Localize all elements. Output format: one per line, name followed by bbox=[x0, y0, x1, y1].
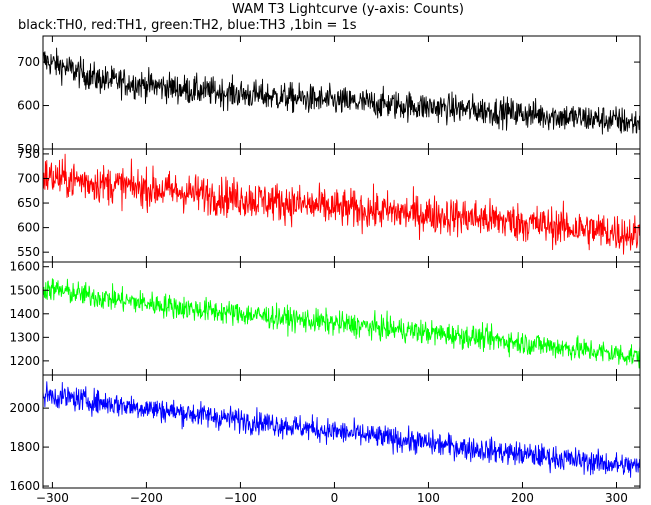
y-tick-label: 500 bbox=[17, 142, 40, 156]
y-tick-label: 1500 bbox=[9, 283, 40, 297]
panel-th2: 1200 1300 1400 1500 1600 bbox=[9, 260, 641, 376]
x-tick-label: 200 bbox=[511, 491, 534, 505]
x-tick-label: 300 bbox=[605, 491, 628, 505]
series-th3-line bbox=[43, 381, 640, 478]
y-tick-label: 2000 bbox=[9, 401, 40, 415]
series-th2-line bbox=[43, 278, 640, 369]
y-tick-label: 700 bbox=[17, 55, 40, 69]
x-tick-label: 100 bbox=[417, 491, 440, 505]
panel-frame bbox=[42, 374, 641, 489]
series-th1-line bbox=[43, 153, 640, 255]
panels-group: 500 600 700 550 600 650 700 750 1200 1300 1400 1500… bbox=[9, 35, 641, 493]
chart-title: WAM T3 Lightcurve (y-axis: Counts) bbox=[232, 2, 464, 17]
y-tick-label: 600 bbox=[17, 221, 40, 235]
panel-th3: 1600 1800 2000 bbox=[9, 374, 641, 493]
y-tick-label: 1600 bbox=[9, 479, 40, 493]
y-tick-label: 1200 bbox=[9, 354, 40, 368]
panel-frame bbox=[42, 35, 641, 150]
y-tick-label: 750 bbox=[17, 147, 40, 161]
y-tick-label: 700 bbox=[17, 171, 40, 185]
x-axis: −300 −200 −100 0 100 200 300 bbox=[36, 491, 628, 505]
y-tick-label: 1800 bbox=[9, 440, 40, 454]
panel-th1: 550 600 650 700 750 bbox=[17, 147, 641, 263]
y-tick-label: 650 bbox=[17, 196, 40, 210]
series-th0-line bbox=[43, 47, 640, 135]
x-tick-label: −300 bbox=[36, 491, 69, 505]
y-tick-label: 1300 bbox=[9, 330, 40, 344]
x-tick-label: 0 bbox=[331, 491, 339, 505]
chart-subtitle: black:TH0, red:TH1, green:TH2, blue:TH3 … bbox=[18, 18, 357, 33]
y-tick-label: 1400 bbox=[9, 307, 40, 321]
y-tick-label: 550 bbox=[17, 245, 40, 259]
y-tick-label: 1600 bbox=[9, 260, 40, 274]
panel-th0: 500 600 700 bbox=[17, 35, 641, 156]
x-tick-label: −200 bbox=[130, 491, 163, 505]
x-tick-label: −100 bbox=[224, 491, 257, 505]
y-tick-label: 600 bbox=[17, 99, 40, 113]
